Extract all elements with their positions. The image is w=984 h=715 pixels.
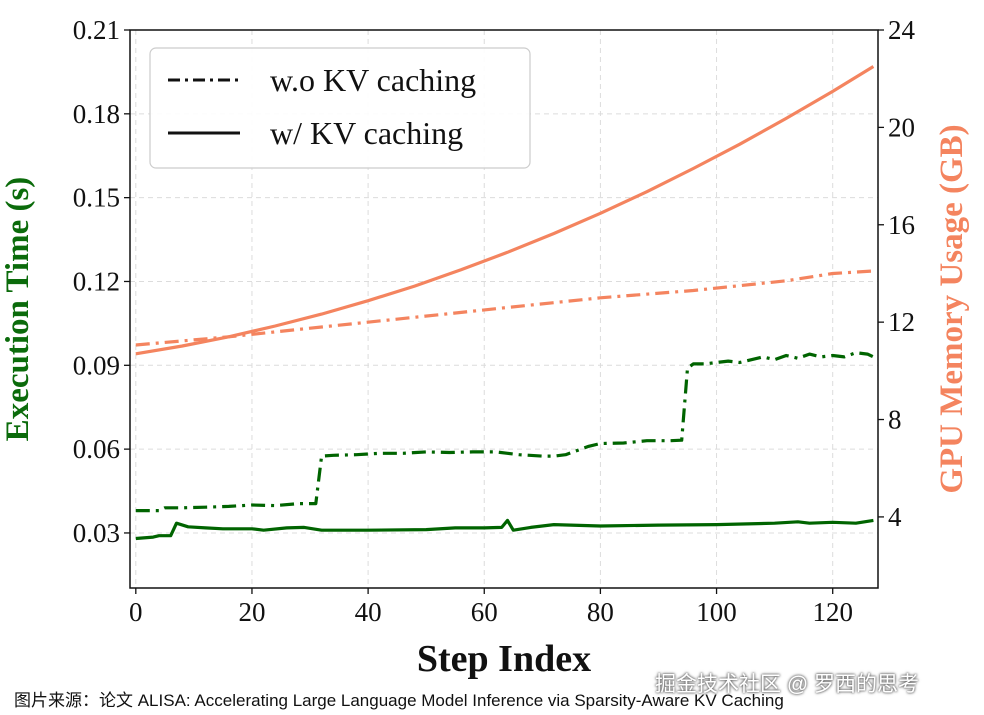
y-right-tick-label: 16 (888, 210, 915, 240)
legend-box (149, 47, 531, 169)
y-axis-right-label: GPU Memory Usage (GB) (934, 124, 970, 493)
y-left-tick-label: 0.06 (73, 434, 120, 464)
series-lines (135, 65, 875, 541)
figure-caption: 图片来源：论文 ALISA: Accelerating Large Langua… (14, 691, 784, 710)
y-right-tick-label: 12 (888, 307, 915, 337)
ticks: 0 20 40 60 80 100 120 0.03 0.06 0.09 0.12 0.15 0.18 0… (73, 15, 916, 627)
x-tick-label: 80 (587, 597, 614, 627)
x-tick-label: 40 (355, 597, 382, 627)
y-left-tick-label: 0.12 (73, 266, 120, 296)
x-tick-label: 20 (238, 597, 265, 627)
y-right-tick-label: 4 (888, 502, 902, 532)
legend-label-wo-kv: w.o KV caching (270, 62, 476, 98)
legend: w.o KV caching w/ KV caching (149, 47, 531, 169)
y-right-tick-label: 20 (888, 112, 915, 142)
y-left-tick-label: 0.03 (73, 518, 120, 548)
x-tick-label: 0 (129, 597, 143, 627)
y-left-tick-label: 0.09 (73, 350, 120, 380)
x-tick-label: 120 (812, 597, 853, 627)
y-axis-left-label: Execution Time (s) (0, 177, 36, 442)
y-right-tick-label: 24 (888, 15, 916, 45)
watermark: 掘金技术社区 @ 罗西的思考 (655, 673, 919, 696)
series-line-2 (135, 269, 874, 347)
y-left-tick-label: 0.18 (73, 99, 120, 129)
series-line-1 (135, 518, 874, 541)
x-axis-label: Step Index (417, 638, 591, 680)
x-tick-label: 60 (471, 597, 498, 627)
series-line-0 (135, 351, 875, 513)
y-right-tick-label: 8 (888, 405, 902, 435)
legend-label-w-kv: w/ KV caching (270, 115, 463, 151)
y-left-tick-label: 0.15 (73, 183, 120, 213)
x-tick-label: 100 (696, 597, 737, 627)
y-left-tick-label: 0.21 (73, 15, 120, 45)
plot-frame (129, 29, 879, 589)
